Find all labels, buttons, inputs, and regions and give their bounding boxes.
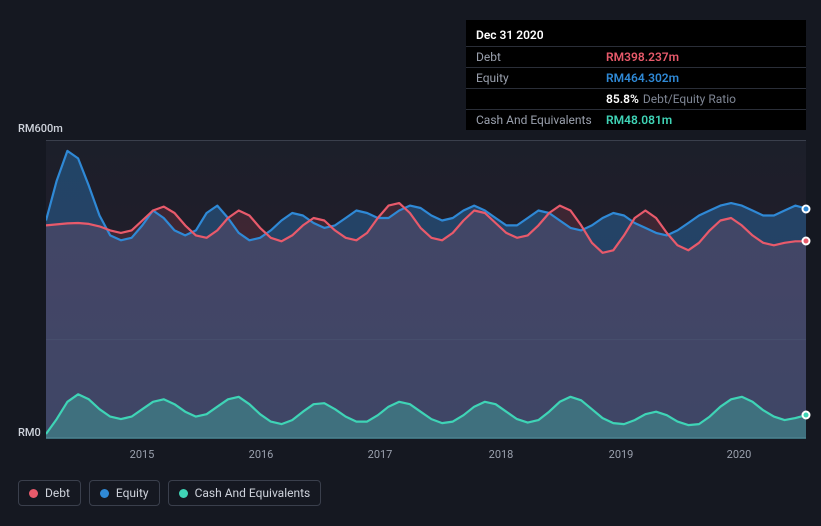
x-axis-label: 2016 bbox=[249, 448, 274, 461]
chart-svg bbox=[46, 141, 806, 439]
x-axis-label: 2020 bbox=[727, 448, 752, 461]
x-axis-label: 2018 bbox=[489, 448, 514, 461]
legend-dot-icon bbox=[179, 489, 188, 498]
tooltip-label bbox=[476, 92, 606, 106]
tooltip-value: RM398.237m bbox=[606, 50, 679, 64]
legend-label: Debt bbox=[45, 486, 70, 500]
x-axis-label: 2019 bbox=[609, 448, 634, 461]
tooltip-row-ratio: 85.8% Debt/Equity Ratio bbox=[466, 88, 806, 109]
legend-item-cash[interactable]: Cash And Equivalents bbox=[168, 480, 322, 506]
tooltip-ratio-label: Debt/Equity Ratio bbox=[643, 92, 736, 106]
x-axis-label: 2015 bbox=[130, 448, 155, 461]
end-marker-debt bbox=[802, 237, 811, 246]
chart-container: RM600m RM0 201520162017201820192020 bbox=[18, 122, 808, 452]
legend-item-equity[interactable]: Equity bbox=[89, 480, 160, 506]
chart-legend: Debt Equity Cash And Equivalents bbox=[18, 480, 321, 506]
tooltip-date: Dec 31 2020 bbox=[466, 26, 806, 46]
legend-label: Equity bbox=[116, 486, 149, 500]
tooltip-row-debt: Debt RM398.237m bbox=[466, 46, 806, 67]
tooltip-label: Debt bbox=[476, 50, 606, 64]
legend-dot-icon bbox=[29, 489, 38, 498]
tooltip-ratio-value: 85.8% bbox=[606, 92, 639, 106]
y-axis-top-label: RM600m bbox=[18, 122, 63, 135]
legend-label: Cash And Equivalents bbox=[195, 486, 311, 500]
tooltip-value: RM464.302m bbox=[606, 71, 679, 85]
end-marker-cash bbox=[802, 411, 811, 420]
chart-tooltip: Dec 31 2020 Debt RM398.237m Equity RM464… bbox=[466, 20, 806, 130]
y-axis-bottom-label: RM0 bbox=[18, 426, 41, 439]
legend-item-debt[interactable]: Debt bbox=[18, 480, 81, 506]
x-axis-label: 2017 bbox=[368, 448, 393, 461]
tooltip-label: Equity bbox=[476, 71, 606, 85]
tooltip-row-equity: Equity RM464.302m bbox=[466, 67, 806, 88]
end-marker-equity bbox=[802, 204, 811, 213]
chart-plot-area[interactable] bbox=[46, 140, 806, 438]
legend-dot-icon bbox=[100, 489, 109, 498]
